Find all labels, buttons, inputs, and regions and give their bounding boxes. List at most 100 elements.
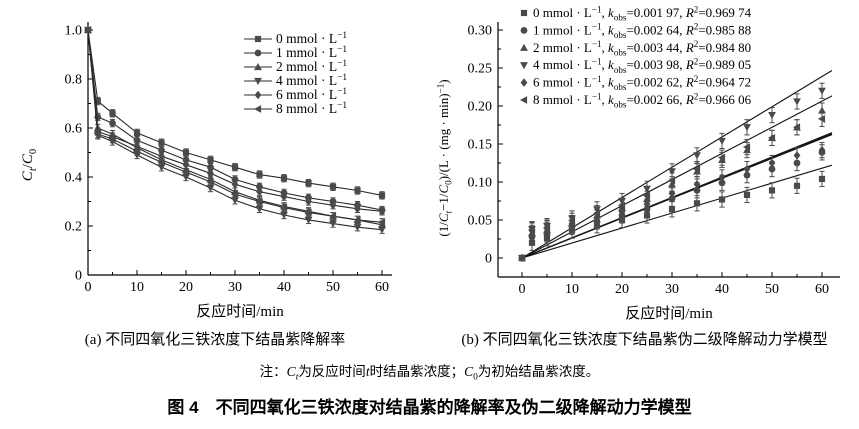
triangle-down-marker <box>378 226 386 234</box>
square-marker <box>109 110 116 117</box>
x-tick-label: 50 <box>326 280 340 295</box>
triangle-down-marker <box>255 205 264 213</box>
y-tick-label: 0.6 <box>65 122 83 137</box>
diamond-legend-marker <box>254 90 262 100</box>
square-legend-marker <box>254 35 262 43</box>
diamond-marker <box>329 200 337 210</box>
y-tick-label: 0.8 <box>65 73 83 88</box>
triangle-left-marker <box>353 215 361 224</box>
x-tick-label: 60 <box>375 280 389 295</box>
y-tick-label: 0.2 <box>65 220 83 235</box>
series-8mmol·L⁻¹ <box>518 110 826 262</box>
square-legend-marker <box>520 9 528 17</box>
legend-label: 2 mmol · L−1 <box>276 59 347 74</box>
triangle-down-legend-marker <box>254 77 262 85</box>
circle-marker <box>207 163 214 171</box>
triangle-down-marker <box>280 211 288 219</box>
note-segment: 为初始结晶紫浓度。 <box>477 364 600 379</box>
y-tick-label: 0 <box>75 269 82 284</box>
figure-title: 图 4 不同四氧化三铁浓度对结晶紫的降解率及伪二级降解动力学模型 <box>167 398 692 417</box>
triangle-down-marker <box>329 220 337 228</box>
square-marker <box>280 175 288 182</box>
x-tick-label: 20 <box>615 282 629 297</box>
triangle-left-marker <box>593 209 601 218</box>
y-axis-label: (1/Ct−1/C0)/(L · (mg · min)−1) <box>435 79 453 236</box>
diamond-marker <box>793 151 801 160</box>
legend-label: 8 mmol · L−1, kobs=0.002 66, R2=0.966 06 <box>533 91 752 109</box>
diamond-marker <box>158 151 165 161</box>
triangle-down-marker <box>231 197 239 205</box>
triangle-up-marker <box>818 106 826 114</box>
triangle-down-marker <box>668 168 676 176</box>
triangle-down-marker <box>693 152 701 160</box>
triangle-left-legend-marker <box>520 96 528 104</box>
square-marker <box>182 149 190 156</box>
series-line <box>87 29 383 196</box>
legend-label: 6 mmol · L−1 <box>276 87 347 102</box>
square-marker <box>668 206 676 213</box>
diamond-marker <box>207 169 214 178</box>
subcaption-a: (a) 不同四氧化三铁浓度下结晶紫降解率 <box>84 332 346 348</box>
circle-marker <box>109 119 116 127</box>
diamond-marker <box>768 158 776 168</box>
x-axis-label: 反应时间/min <box>196 302 284 320</box>
axes: 0 10 20 30 40 50 60 0 0.2 0.4 0.6 0.8 1.0 <box>65 22 392 295</box>
triangle-left-marker <box>568 216 576 225</box>
note-segment: C <box>286 364 296 379</box>
square-marker <box>354 187 361 194</box>
x-tick-label: 50 <box>765 282 779 297</box>
diamond-marker <box>256 187 263 196</box>
legend-label: 0 mmol · L−1, kobs=0.001 97, R2=0.969 74 <box>533 4 752 22</box>
square-marker <box>133 129 141 136</box>
diamond-marker <box>818 145 826 155</box>
fit-line <box>521 164 833 259</box>
triangle-left-marker <box>206 178 214 186</box>
y-tick-label: 0.25 <box>468 62 493 77</box>
triangle-left-marker <box>668 176 676 185</box>
diamond-marker <box>668 189 676 198</box>
triangle-left-marker <box>793 123 801 132</box>
triangle-left-marker <box>543 223 551 232</box>
x-tick-label: 60 <box>815 282 829 297</box>
square-marker <box>256 171 263 178</box>
triangle-up-legend-marker <box>254 63 262 71</box>
series-line <box>87 29 383 212</box>
x-axis-label: 反应时间/min <box>625 304 713 322</box>
y-tick-label: 1.0 <box>65 24 83 39</box>
fit-line <box>521 132 833 259</box>
chart-b-pseudo-second-order-model: 0 10 20 30 40 50 60 0 0.05 0.10 0.15 0.20 0.25 0.30 反应… <box>435 4 840 322</box>
x-tick-label: 40 <box>715 282 729 297</box>
square-marker <box>693 200 701 207</box>
triangle-down-marker <box>304 216 313 224</box>
diamond-marker <box>643 199 651 209</box>
x-tick-label: 30 <box>665 282 679 297</box>
square-marker <box>768 187 776 194</box>
note-segment: t <box>295 372 299 383</box>
y-tick-label: 0.05 <box>468 214 493 229</box>
diamond-marker <box>693 179 701 189</box>
note-segment: 时结晶紫浓度； <box>369 364 465 379</box>
diamond-marker <box>231 180 239 189</box>
diamond-marker <box>354 204 361 214</box>
circle-marker <box>158 146 165 154</box>
x-tick-label: 30 <box>228 280 242 295</box>
triangle-left-marker <box>93 130 101 139</box>
y-axis-label: Ct/C0 <box>20 149 39 181</box>
diamond-marker <box>378 207 386 216</box>
triangle-left-marker <box>304 208 312 217</box>
axes: 0 10 20 30 40 50 60 0 0.05 0.10 0.15 0.20 0.25 0.30 <box>468 22 840 297</box>
x-tick-label: 20 <box>179 280 193 295</box>
triangle-left-marker <box>280 203 288 212</box>
fit-line <box>521 95 833 259</box>
series-0mmol·L⁻¹ <box>84 26 386 200</box>
figure-note: 注：Ct为反应时间t时结晶紫浓度；C0为初始结晶紫浓度。 <box>0 360 859 383</box>
square-marker <box>793 182 801 189</box>
y-tick-label: 0.4 <box>65 171 83 186</box>
circle-legend-marker <box>254 49 262 57</box>
x-tick-label: 40 <box>277 280 291 295</box>
x-tick-label: 10 <box>130 280 144 295</box>
triangle-left-marker <box>693 165 701 173</box>
square-marker <box>329 183 337 190</box>
square-marker <box>818 175 826 183</box>
